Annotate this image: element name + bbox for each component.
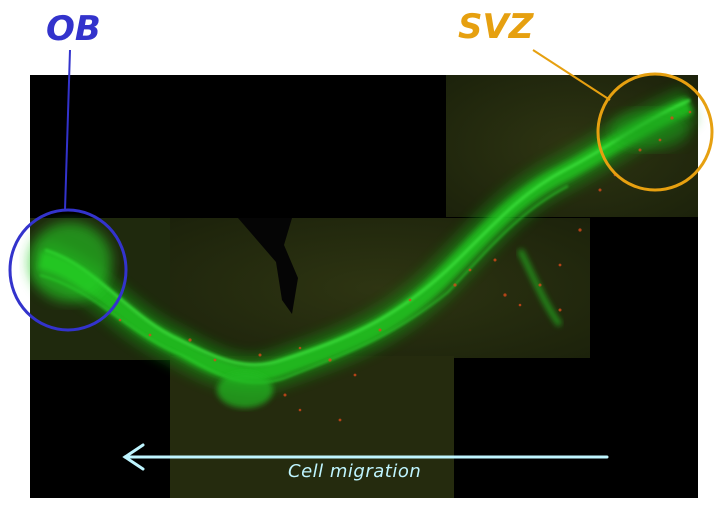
svz-label: SVZ: [458, 10, 533, 44]
cell-migration-caption: Cell migration: [288, 461, 421, 482]
ob-label: OB: [46, 12, 101, 46]
